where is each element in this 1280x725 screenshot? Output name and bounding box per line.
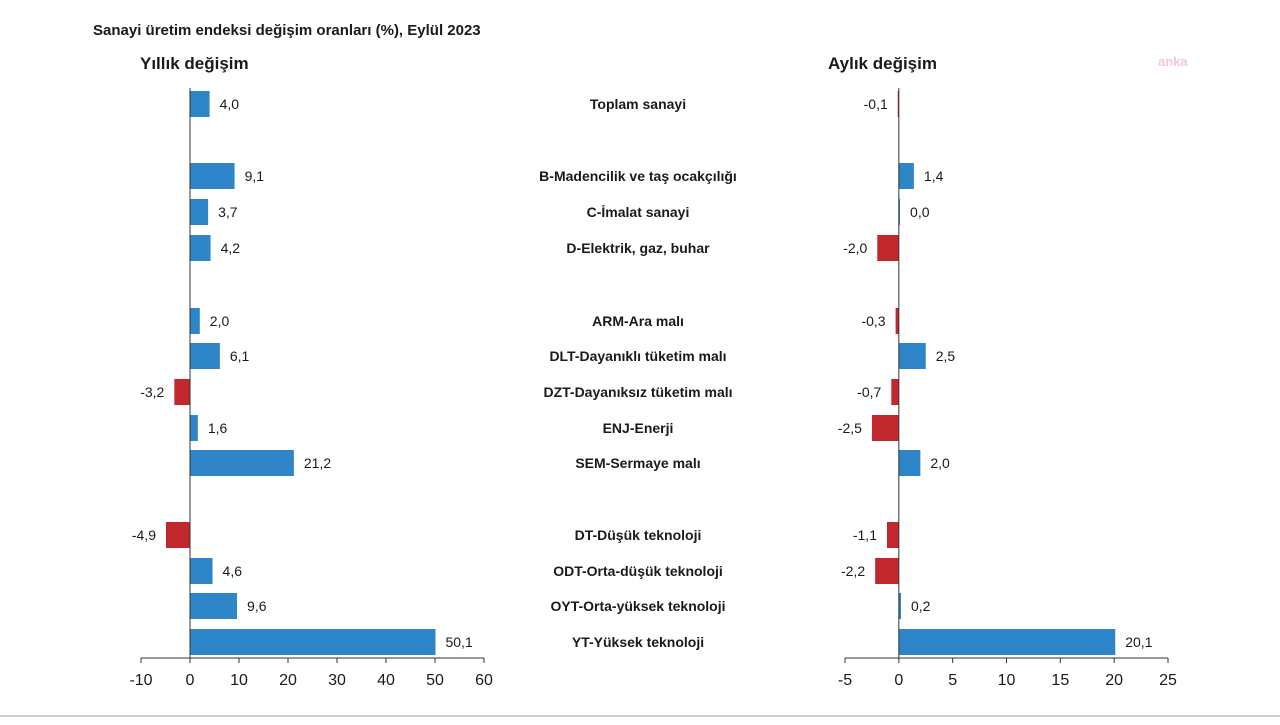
bar <box>886 522 899 548</box>
category-label: ARM-Ara malı <box>592 313 684 329</box>
data-label: -0,3 <box>861 313 885 329</box>
data-label: -2,2 <box>841 563 865 579</box>
data-label: 50,1 <box>445 634 472 650</box>
bar <box>190 308 200 334</box>
data-label: -0,1 <box>864 96 888 112</box>
bar <box>174 379 190 405</box>
category-label: YT-Yüksek teknoloji <box>572 634 704 650</box>
x-tick-label: 60 <box>475 672 493 689</box>
bar <box>898 593 901 619</box>
category-label: SEM-Sermaye malı <box>575 455 700 471</box>
bar <box>895 308 899 334</box>
panel-title: Aylık değişim <box>828 54 937 73</box>
category-label: ENJ-Enerji <box>603 420 674 436</box>
bar <box>190 91 210 117</box>
data-label: 2,0 <box>930 455 950 471</box>
data-label: 1,4 <box>924 168 944 184</box>
category-label: B-Madencilik ve taş ocakçılığı <box>539 168 737 184</box>
bar <box>190 163 235 189</box>
watermark-logo: anka <box>1158 54 1188 69</box>
category-label: DLT-Dayanıklı tüketim malı <box>549 348 726 364</box>
x-tick-label: 10 <box>998 672 1016 689</box>
data-label: 20,1 <box>1125 634 1152 650</box>
x-tick-label: 0 <box>186 672 195 689</box>
bar <box>190 235 211 261</box>
bar <box>898 343 926 369</box>
bar <box>877 235 899 261</box>
data-label: 3,7 <box>218 204 238 220</box>
category-label: ODT-Orta-düşük teknoloji <box>553 563 723 579</box>
bar <box>190 343 220 369</box>
data-label: 9,1 <box>245 168 265 184</box>
data-label: 2,5 <box>936 348 956 364</box>
bar <box>871 415 899 441</box>
data-label: -2,0 <box>843 240 867 256</box>
x-tick-label: 30 <box>328 672 346 689</box>
data-label: 21,2 <box>304 455 331 471</box>
data-label: 4,2 <box>221 240 241 256</box>
category-label: C-İmalat sanayi <box>587 204 690 220</box>
bar <box>165 522 190 548</box>
x-tick-label: 20 <box>279 672 297 689</box>
bar <box>898 450 921 476</box>
x-tick-label: 5 <box>948 672 957 689</box>
bar <box>190 199 209 225</box>
data-label: -0,7 <box>857 384 881 400</box>
x-tick-label: 0 <box>894 672 903 689</box>
bar <box>190 629 436 655</box>
category-label: OYT-Orta-yüksek teknoloji <box>550 598 725 614</box>
data-label: 2,0 <box>210 313 230 329</box>
data-label: -1,1 <box>853 527 877 543</box>
category-label: DZT-Dayanıksız tüketim malı <box>543 384 732 400</box>
bar <box>875 558 899 584</box>
bar <box>190 593 238 619</box>
data-label: -2,5 <box>838 420 862 436</box>
category-label: D-Elektrik, gaz, buhar <box>566 240 710 256</box>
bar <box>190 558 213 584</box>
bar <box>898 629 1116 655</box>
bar <box>190 450 294 476</box>
bar <box>190 415 198 441</box>
data-label: 6,1 <box>230 348 250 364</box>
data-label: 4,6 <box>223 563 243 579</box>
x-tick-label: 15 <box>1051 672 1069 689</box>
x-tick-label: 20 <box>1105 672 1123 689</box>
data-label: 0,0 <box>910 204 930 220</box>
x-tick-label: 40 <box>377 672 395 689</box>
bar <box>898 163 914 189</box>
x-tick-label: 10 <box>230 672 248 689</box>
x-tick-label: -5 <box>838 672 852 689</box>
panel-title: Yıllık değişim <box>140 54 249 73</box>
data-label: 0,2 <box>911 598 931 614</box>
data-label: 9,6 <box>247 598 267 614</box>
x-tick-label: 25 <box>1159 672 1177 689</box>
bar <box>891 379 899 405</box>
data-label: 4,0 <box>220 96 240 112</box>
chart-title: Sanayi üretim endeksi değişim oranları (… <box>93 22 481 39</box>
x-tick-label: -10 <box>129 672 152 689</box>
data-label: 1,6 <box>208 420 228 436</box>
data-label: -3,2 <box>140 384 164 400</box>
category-label: DT-Düşük teknoloji <box>575 527 702 543</box>
bar <box>898 199 901 225</box>
x-tick-label: 50 <box>426 672 444 689</box>
category-label: Toplam sanayi <box>590 96 686 112</box>
data-label: -4,9 <box>132 527 156 543</box>
